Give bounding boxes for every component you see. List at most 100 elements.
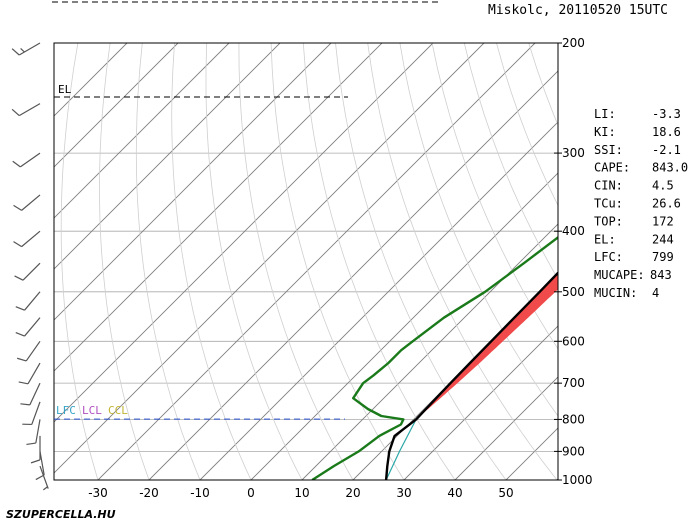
- wind-barb: [11, 42, 41, 56]
- isotherm-line: [199, 121, 558, 480]
- wind-barb: [15, 317, 41, 337]
- isotherm-line: [54, 43, 179, 168]
- dry-adiabat: [21, 43, 47, 480]
- dry-adiabat: [302, 43, 456, 480]
- isotherm-line: [403, 325, 558, 480]
- dry-adiabat: [135, 43, 201, 480]
- x-tick-label: 10: [294, 486, 309, 500]
- station-title: Miskolc, 20110520 15UTC: [488, 3, 668, 18]
- isotherm-line: [54, 43, 332, 321]
- dry-adiabat: [335, 43, 507, 480]
- isotherm-line: [250, 172, 558, 480]
- pressure-tick-label: 1000: [562, 473, 593, 487]
- x-tick-label: 40: [447, 486, 462, 500]
- dewpoint-line: [311, 235, 558, 480]
- index-value: 4.5: [652, 179, 674, 193]
- wind-barb: [13, 194, 41, 211]
- isotherm-line: [454, 376, 558, 480]
- index-label: LI:: [594, 107, 616, 121]
- isotherm-line: [352, 274, 558, 480]
- index-label: MUCAPE:: [594, 268, 645, 282]
- isotherm-line: [54, 43, 230, 219]
- dry-adiabat: [367, 43, 558, 480]
- level-markers: EL LFC LCL CCL: [54, 83, 348, 420]
- pressure-tick-label: 500: [562, 285, 585, 299]
- index-value: 843.0: [652, 161, 688, 175]
- temperature-line: [384, 271, 558, 480]
- index-label: TCu:: [594, 197, 623, 211]
- dry-adiabat: [399, 43, 558, 417]
- x-tick-label: 30: [396, 486, 411, 500]
- plot-frame: [53, 42, 559, 481]
- isotherm-line: [97, 43, 536, 480]
- wind-barb: [26, 419, 41, 446]
- dry-adiabat: [270, 43, 405, 480]
- isotherm-line: [54, 43, 485, 474]
- pressure-axis-ticks: 200 300 400 500 600 700 800 900 1000: [554, 36, 593, 487]
- site-logo: SZUPERCELLA.HU: [6, 508, 116, 521]
- dry-adiabat: [205, 43, 303, 480]
- wind-barb: [18, 362, 41, 385]
- isotherm-line: [54, 43, 281, 270]
- pressure-tick-label: 300: [562, 146, 585, 160]
- index-value: 172: [652, 214, 674, 228]
- el-label: EL: [58, 83, 72, 96]
- pressure-tick-label: 400: [562, 224, 585, 238]
- dry-adiabat: [171, 43, 252, 480]
- index-value: 18.6: [652, 125, 681, 139]
- x-tick-label: -30: [88, 486, 108, 500]
- isotherm-line: [54, 43, 434, 423]
- dry-adiabat: [463, 43, 558, 280]
- wind-barb: [14, 262, 41, 281]
- index-value: 4: [652, 286, 659, 300]
- index-value: 244: [652, 232, 674, 246]
- index-value: 843: [650, 268, 672, 282]
- x-tick-label: -20: [139, 486, 159, 500]
- lcl-label: LCL: [82, 404, 102, 417]
- x-tick-label: -10: [190, 486, 210, 500]
- dry-adiabat: [99, 43, 150, 480]
- wind-barb: [20, 382, 41, 406]
- index-value: -3.3: [652, 107, 681, 121]
- index-value: 26.6: [652, 197, 681, 211]
- lfc-label: LFC: [56, 404, 76, 417]
- x-tick-label: 20: [345, 486, 360, 500]
- profile-lines: [311, 235, 558, 480]
- index-label: KI:: [594, 125, 616, 139]
- isotherm-line: [54, 43, 383, 372]
- index-label: CIN:: [594, 179, 623, 193]
- wind-barb: [22, 401, 41, 426]
- pressure-tick-label: 200: [562, 36, 585, 50]
- wind-barb: [39, 465, 49, 491]
- isotherm-line: [301, 223, 558, 480]
- grid-lines: [21, 43, 700, 480]
- dry-adiabat: [60, 43, 99, 480]
- dry-adiabat: [238, 43, 354, 480]
- pressure-tick-label: 900: [562, 444, 585, 458]
- index-label: CAPE:: [594, 161, 630, 175]
- wind-barb: [11, 103, 41, 117]
- index-label: MUCIN:: [594, 286, 637, 300]
- isotherm-line: [148, 70, 558, 480]
- index-label: SSI:: [594, 143, 623, 157]
- dry-adiabat: [690, 43, 700, 480]
- dry-adiabat: [496, 43, 558, 207]
- index-label: LFC:: [594, 250, 623, 264]
- parcel-line-low: [385, 419, 417, 480]
- wind-barb: [30, 435, 41, 464]
- x-tick-label: 0: [247, 486, 255, 500]
- x-tick-label: 50: [498, 486, 513, 500]
- dry-adiabat: [431, 43, 558, 350]
- pressure-tick-label: 600: [562, 334, 585, 348]
- index-label: EL:: [594, 232, 616, 246]
- index-value: 799: [652, 250, 674, 264]
- pressure-tick-label: 800: [562, 412, 585, 426]
- wind-barb: [35, 451, 45, 481]
- wind-barb: [16, 340, 41, 362]
- wind-barb: [13, 230, 41, 248]
- wind-barb: [15, 291, 41, 311]
- ccl-label: CCL: [108, 404, 128, 417]
- x-axis-ticks: -30 -20 -10 0 10 20 30 40 50: [88, 486, 513, 500]
